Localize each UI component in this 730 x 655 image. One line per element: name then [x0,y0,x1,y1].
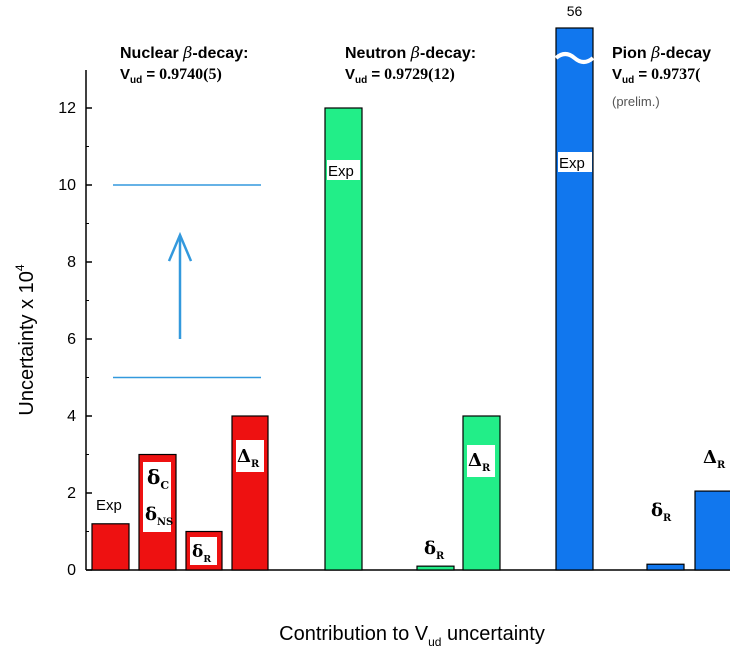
label-nuclear-delta-r: δR [192,542,211,565]
bars [91,27,730,571]
y-tick-label: 8 [67,254,76,271]
label-nuclear-delta-ns: δNS [145,504,173,528]
bar-neutron-2 [462,415,501,571]
y-tick-label: 4 [67,408,76,425]
bar-nuclear-3 [231,415,269,571]
bar-neutron-0 [324,107,363,571]
svg-text:Vud = 0.9740(5): Vud = 0.9740(5) [120,66,222,86]
label-box-nuclear-deltac [143,462,171,532]
axis-break-mark [554,52,595,64]
bar-neutron-1 [416,565,455,571]
label-neutron-big-delta-r: ΔR [468,450,491,474]
svg-text:Vud = 0.9737(: Vud = 0.9737( [612,66,701,86]
label-neutron-exp: Exp [328,163,354,180]
y-tick-label: 2 [67,485,76,502]
label-box-neutron-exp [327,160,360,180]
svg-text:Neutron β-decay:: Neutron β-decay: [345,43,476,62]
svg-text:Vud = 0.9729(12): Vud = 0.9729(12) [345,66,455,86]
label-pion-exp: Exp [559,155,585,172]
bar-top-value: 56 [567,3,583,19]
y-axis-title: Uncertainty x 104 [13,264,38,416]
label-pion-delta-r: δR [651,500,672,524]
label-box-nuclear-deltar [190,537,217,565]
bar-pion-0 [555,27,594,571]
annotation-arrow-head [167,231,193,262]
bar-nuclear-0 [91,523,130,571]
nuclear-group-title: Nuclear β-decay: Vud = 0.9740(5) [120,43,248,86]
bar-pion-1 [646,563,685,571]
y-tick-label: 12 [58,100,76,117]
svg-text:Nuclear β-decay:: Nuclear β-decay: [120,43,248,62]
label-nuclear-big-delta-r: ΔR [237,446,260,470]
bar-labels: 56 Exp δC δNS δR ΔR Exp δR ΔR Exp δR ΔR [96,3,726,565]
label-box-neutron-bigdeltar [467,445,495,477]
neutron-group-title: Neutron β-decay: Vud = 0.9729(12) [345,43,476,86]
label-pion-big-delta-r: ΔR [703,447,726,471]
label-nuclear-exp: Exp [96,497,122,514]
label-nuclear-delta-c: δC [147,465,169,492]
label-box-pion-exp [558,152,592,172]
y-ticks: 0 2 4 6 8 10 12 [58,100,92,579]
pion-prelim-note: (prelim.) [612,94,660,109]
y-tick-label: 6 [67,331,76,348]
x-axis-title: Contribution to Vud uncertainty [279,623,545,649]
shift-annotation [113,184,261,379]
y-tick-label: 10 [58,177,76,194]
y-tick-label: 0 [67,562,76,579]
pion-group-title: Pion β-decay Vud = 0.9737( (prelim.) [612,43,711,109]
label-neutron-delta-r: δR [424,538,445,562]
bar-pion-2 [694,490,730,571]
svg-text:Pion β-decay: Pion β-decay [612,43,711,62]
label-box-nuclear-bigdeltar [236,440,264,472]
